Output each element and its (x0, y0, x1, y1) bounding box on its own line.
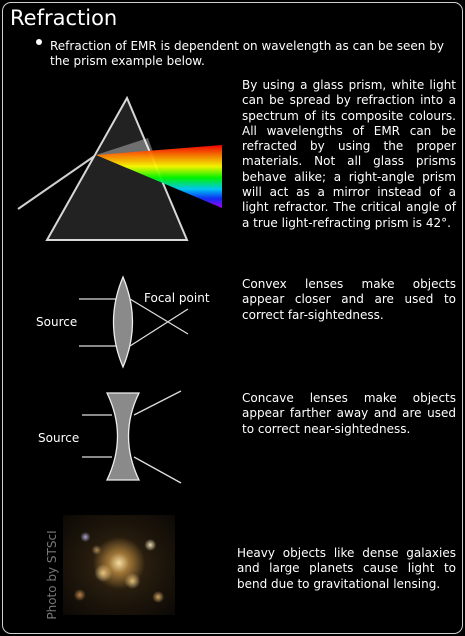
bullet-dot-icon (36, 39, 42, 45)
concave-source-label: Source (38, 431, 80, 445)
concave-description: Concave lenses make objects appear farth… (242, 391, 456, 436)
spectrum-beam (96, 145, 222, 208)
photo-credit-text: Photo by STScI (45, 530, 59, 620)
slide-title: Refraction (10, 6, 118, 30)
convex-description: Convex lenses make objects appear closer… (242, 277, 456, 322)
convex-lens (112, 275, 134, 369)
convex-source-label: Source (36, 315, 78, 329)
incident-light-ray (17, 154, 97, 210)
lensing-description: Heavy objects like dense galaxies and la… (237, 546, 456, 591)
prism-description: By using a glass prism, white light can … (242, 78, 456, 230)
galaxy-cluster-photo (63, 515, 175, 615)
focal-point-label: Focal point (144, 291, 210, 305)
concave-lens (105, 392, 141, 481)
bullet-text: Refraction of EMR is dependent on wavele… (50, 39, 444, 68)
